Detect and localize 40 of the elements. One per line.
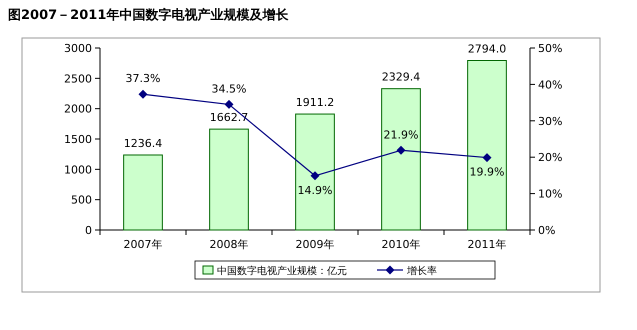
point — [310, 171, 320, 180]
point — [482, 153, 492, 162]
data-label: 21.9% — [384, 128, 418, 142]
legend-label: 中国数字电视产业规模：亿元 — [217, 265, 347, 277]
point — [396, 146, 406, 155]
y2-tick-label: 0% — [538, 224, 556, 237]
y-tick-label: 2000 — [64, 102, 92, 116]
y-tick-label: 1500 — [64, 133, 92, 146]
x-tick-label: 2010年 — [382, 238, 420, 251]
x-tick-label: 2011年 — [468, 238, 506, 251]
y2-tick-label: 10% — [538, 188, 562, 201]
y2-tick-label: 20% — [538, 151, 562, 164]
bar — [381, 88, 421, 230]
data-label: 2794.0 — [468, 42, 506, 56]
data-label: 34.5% — [212, 82, 246, 96]
bar — [123, 154, 163, 230]
bar — [467, 60, 507, 230]
legend-label: 增长率 — [406, 265, 437, 277]
bar — [295, 114, 335, 230]
y2-tick-label: 50% — [538, 42, 562, 55]
y-tick-label: 500 — [71, 194, 92, 207]
data-label: 14.9% — [298, 184, 332, 197]
data-label: 1236.4 — [124, 136, 162, 150]
chart-title: 图2007－2011年中国数字电视产业规模及增长 — [8, 7, 290, 23]
point — [224, 100, 234, 109]
x-tick-label: 2008年 — [210, 238, 248, 251]
bar — [209, 128, 249, 230]
y2-tick-label: 30% — [538, 114, 562, 128]
data-label: 37.3% — [126, 72, 160, 86]
y-tick-label: 0 — [85, 224, 92, 237]
x-tick-label: 2009年 — [296, 238, 334, 251]
y2-tick-label: 40% — [538, 78, 562, 92]
y-tick-label: 3000 — [64, 42, 92, 55]
y-tick-label: 1000 — [64, 163, 92, 176]
data-label: 2329.4 — [382, 70, 420, 84]
y-tick-label: 2500 — [64, 72, 92, 86]
point — [138, 90, 148, 99]
data-label: 1911.2 — [296, 96, 334, 110]
data-label: 19.9% — [470, 166, 504, 179]
x-tick-label: 2007年 — [124, 238, 162, 251]
